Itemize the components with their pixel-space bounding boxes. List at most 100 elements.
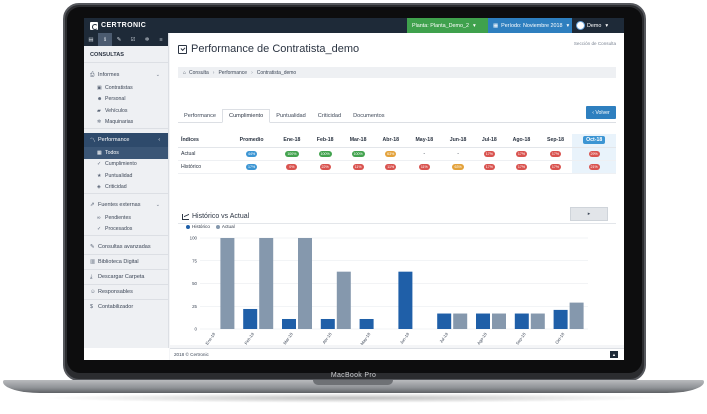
x-tick-label: Sep-18 [515,331,527,345]
sidebar-item-label: Cumplimiento [105,161,137,168]
user-name: Demo [587,22,602,29]
legend-item[interactable]: Actual [215,224,235,229]
chart-toggle-button[interactable]: ▸ [570,207,608,221]
scroll-top-button[interactable]: ▲ [610,351,618,358]
kpi-header-row: Índices Promedio Ene-18 Feb-18 Mar-18 Ab… [178,134,616,148]
table-cell: - [406,147,442,161]
tab-documentos[interactable]: Documentos [353,113,385,119]
x-tick-label: Ago-18 [476,331,488,345]
table-cell: 17% [538,160,573,174]
chart-bar [243,308,258,329]
app-screen: CERTRONIC Planta: Planta_Demo_2 ▾ ▦ Perí… [84,18,624,360]
tab-performance[interactable]: Performance [184,113,217,119]
user-menu[interactable]: Demo ▾ [576,18,624,33]
doc-icon[interactable]: ▤ [88,36,94,43]
tab-bar: Performance Cumplimiento Puntualidad Cri… [178,109,616,123]
chart-bar [476,313,490,329]
column-header: May-18 [406,134,442,148]
table-cell: 17% [504,147,539,161]
divider [178,223,616,224]
y-tick-label: 25 [192,304,197,309]
sidebar-item-label: Todos [105,149,119,156]
section-link[interactable]: Sección de Consulta [573,41,616,46]
sidebar-section-title: CONSULTAS [84,46,168,63]
sidebar-item-biblioteca-digital[interactable]: ▥ Biblioteca Digital [84,255,168,269]
row-label: Actual [178,147,228,161]
table-cell: 21% [572,160,616,174]
sidebar-item-puntualidad[interactable]: ★ Puntualidad [84,170,168,182]
back-button[interactable]: ‹ Volver [586,106,616,119]
score-badge: 44% [245,150,258,157]
sidebar-item-vehiculos[interactable]: ▰ Vehículos [84,105,168,117]
x-tick-label: Jun-18 [399,331,411,345]
car-icon: ▰ [97,107,101,114]
y-tick-label: 100 [190,236,198,241]
x-tick-label: Mar-18 [282,331,294,345]
breadcrumb-item[interactable]: Performance [218,69,248,76]
download-icon: ⤓ [90,273,93,280]
sidebar-footer [84,348,169,360]
chart-bar [514,313,529,329]
sidebar-group-label: Performance [98,137,130,143]
table-cell: 11% [406,160,442,174]
empty-value: - [457,150,459,157]
legend-swatch [215,224,220,229]
period-selector[interactable]: ▦ Período: Noviembre 2018 ▾ [488,18,572,33]
breadcrumb-item[interactable]: Consulta [189,69,209,76]
score-badge: 100% [285,150,299,157]
device-shadow [40,393,667,403]
score-badge: 100% [318,150,332,157]
tab-criticidad[interactable]: Criticidad [317,113,342,119]
wrench-icon[interactable]: ✎ [116,36,122,43]
list-icon[interactable]: ≡ [159,36,163,43]
sidebar-group-performance[interactable]: 〽 Performance ‹ [84,133,168,147]
chart-bar [437,313,452,329]
sidebar-item-label: Consultas avanzadas [98,244,151,250]
chart-bar [282,318,296,329]
sidebar-group-fuentes-externas[interactable]: ⇗ Fuentes externas ⌄ [84,198,168,212]
chevron-down-icon: ⌄ [155,202,160,208]
sidebar-item-responsables[interactable]: ☺ Responsables [84,285,168,299]
avatar [576,21,585,30]
plant-label: Planta: Planta_Demo_2 [412,22,469,29]
score-badge: 100% [351,150,365,157]
sidebar-item-pendientes[interactable]: ∞ Pendientes [84,212,168,224]
legend-item[interactable]: Histórico [186,224,210,229]
sidebar-item-label: Contratistas [105,84,133,91]
area-chart-icon [182,213,189,220]
tab-cumplimiento[interactable]: Cumplimiento [222,109,271,123]
sidebar-item-descargar-carpeta[interactable]: ⤓ Descargar Carpeta [84,270,168,284]
cogs-icon: ✲ [97,119,102,126]
gear-icon[interactable]: ✲ [144,36,150,43]
chart-bar [259,238,274,329]
table-cell: 63% [441,160,475,174]
sidebar-item-todos[interactable]: ▦ Todos [84,147,168,159]
sidebar-group-informes[interactable]: ⎙ Informes ⌄ [84,68,168,82]
info-icon[interactable]: ℹ [98,33,112,46]
sidebar-item-procesados[interactable]: ✓ Procesados [84,224,168,236]
x-tick-label: May-18 [359,331,371,345]
plant-selector[interactable]: Planta: Planta_Demo_2 ▾ [407,18,488,33]
table-cell: 29% [572,147,616,161]
sidebar-item-criticidad[interactable]: ◈ Criticidad [84,182,168,194]
sidebar-item-contratistas[interactable]: ▣ Contratistas [84,82,168,94]
sidebar-item-consultas-avanzadas[interactable]: ✎ Consultas avanzadas [84,240,168,254]
check-icon[interactable]: ☑ [130,36,136,43]
brand-logo[interactable]: CERTRONIC [90,21,146,30]
table-cell: - [441,147,475,161]
sidebar-item-personal[interactable]: ☻ Personal [84,94,168,106]
home-icon: ⌂ [183,69,187,76]
user-icon: ☺ [90,289,96,295]
shield-icon: ◈ [97,184,101,191]
chart-bar [453,313,468,329]
score-badge: 17% [549,150,562,157]
score-badge: 17% [515,150,528,157]
sidebar-item-maquinarias[interactable]: ✲ Maquinarias [84,117,168,129]
brand-name: CERTRONIC [101,22,147,29]
sidebar-item-cumplimiento[interactable]: ✓ Cumplimiento [84,159,168,171]
sidebar-item-contabilizador[interactable]: $ Contabilizador [84,300,168,314]
y-tick-label: 75 [192,258,197,263]
x-tick-label: Abr-18 [321,331,333,345]
tab-puntualidad[interactable]: Puntualidad [276,113,306,119]
bar-chart: 0 25 50 75 100 Ene-18 Feb-18 Mar-18 Abr-18 May-18… [190,236,588,345]
